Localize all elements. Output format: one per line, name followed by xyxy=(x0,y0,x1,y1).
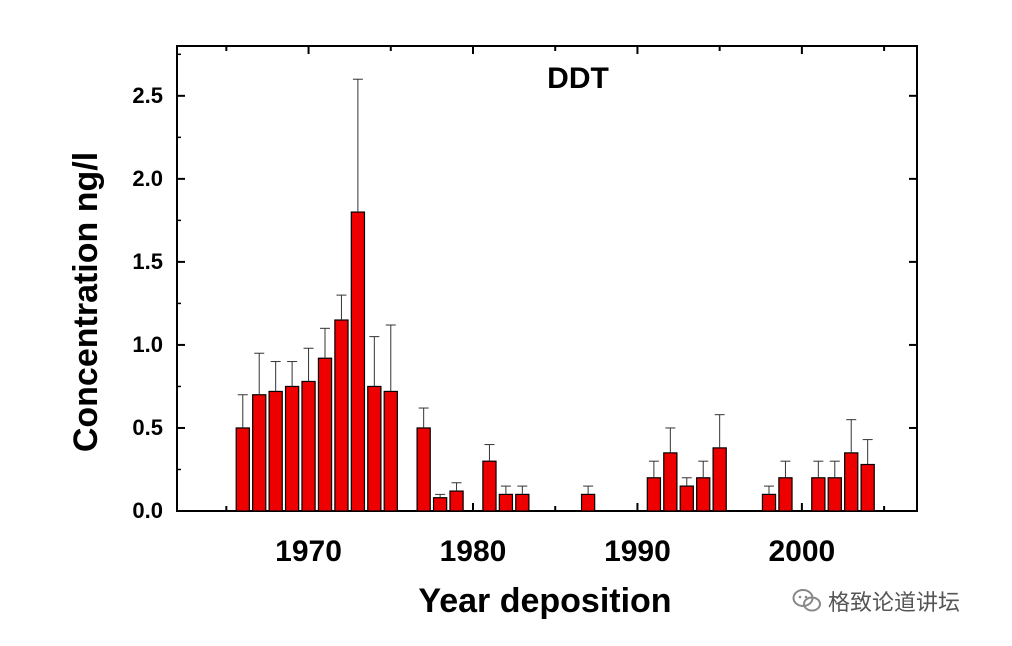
bar-1971 xyxy=(317,357,333,512)
bar-1982 xyxy=(498,493,514,512)
bar-1983 xyxy=(515,493,530,512)
bar-1974 xyxy=(367,385,382,512)
y-tick-label: 0.5 xyxy=(132,415,163,440)
bar-1981 xyxy=(482,460,497,512)
y-tick-label: 1.5 xyxy=(132,249,163,274)
plot-frame xyxy=(176,45,918,512)
bar-1973 xyxy=(350,211,366,512)
bar-2003 xyxy=(844,452,859,512)
bar-2001 xyxy=(811,477,826,512)
chart-title: DDT xyxy=(547,62,609,95)
bar-1978 xyxy=(432,497,448,512)
bar-1998 xyxy=(761,493,777,512)
y-tick-label: 2.0 xyxy=(132,166,163,191)
y-axis-ticks: 0.0 0.5 1.0 1.5 2.0 2.5 xyxy=(132,53,917,523)
bar-2002 xyxy=(827,477,842,512)
bar-1975 xyxy=(383,390,398,512)
y-tick-label: 0.0 xyxy=(132,498,163,523)
x-axis-ticks: 1970 1980 1990 2000 xyxy=(225,46,886,568)
bar-1991 xyxy=(646,477,662,512)
bar-1979 xyxy=(449,490,464,512)
bar-1994 xyxy=(696,477,711,512)
y-tick-label: 1.0 xyxy=(132,332,163,357)
bar-2004 xyxy=(860,463,875,512)
error-bars xyxy=(237,78,873,498)
watermark: 格致论道讲坛 xyxy=(792,584,960,618)
bar-1970 xyxy=(301,380,316,512)
bar-1993 xyxy=(679,485,694,512)
wechat-icon xyxy=(792,589,821,612)
bar-1967 xyxy=(252,394,267,512)
bar-1977 xyxy=(416,427,431,512)
plot-border xyxy=(176,45,918,512)
x-tick-label: 1980 xyxy=(440,535,507,568)
bar-1999 xyxy=(778,477,793,512)
x-axis-title: Year deposition xyxy=(418,582,671,620)
x-tick-label: 2000 xyxy=(769,535,836,568)
bar-1968 xyxy=(268,390,283,512)
bar-1995 xyxy=(712,447,727,512)
bar-series xyxy=(235,211,875,512)
x-tick-label: 1990 xyxy=(604,535,671,568)
bar-1992 xyxy=(663,452,678,512)
y-axis-title: Concentration ng/l xyxy=(67,152,105,452)
bar-1966 xyxy=(235,427,250,512)
bar-1969 xyxy=(284,385,300,512)
watermark-text: 格致论道讲坛 xyxy=(828,591,961,616)
x-tick-label: 1970 xyxy=(275,535,342,568)
bar-1972 xyxy=(334,319,349,512)
bar-1987 xyxy=(580,493,596,512)
y-tick-label: 2.5 xyxy=(132,83,163,108)
